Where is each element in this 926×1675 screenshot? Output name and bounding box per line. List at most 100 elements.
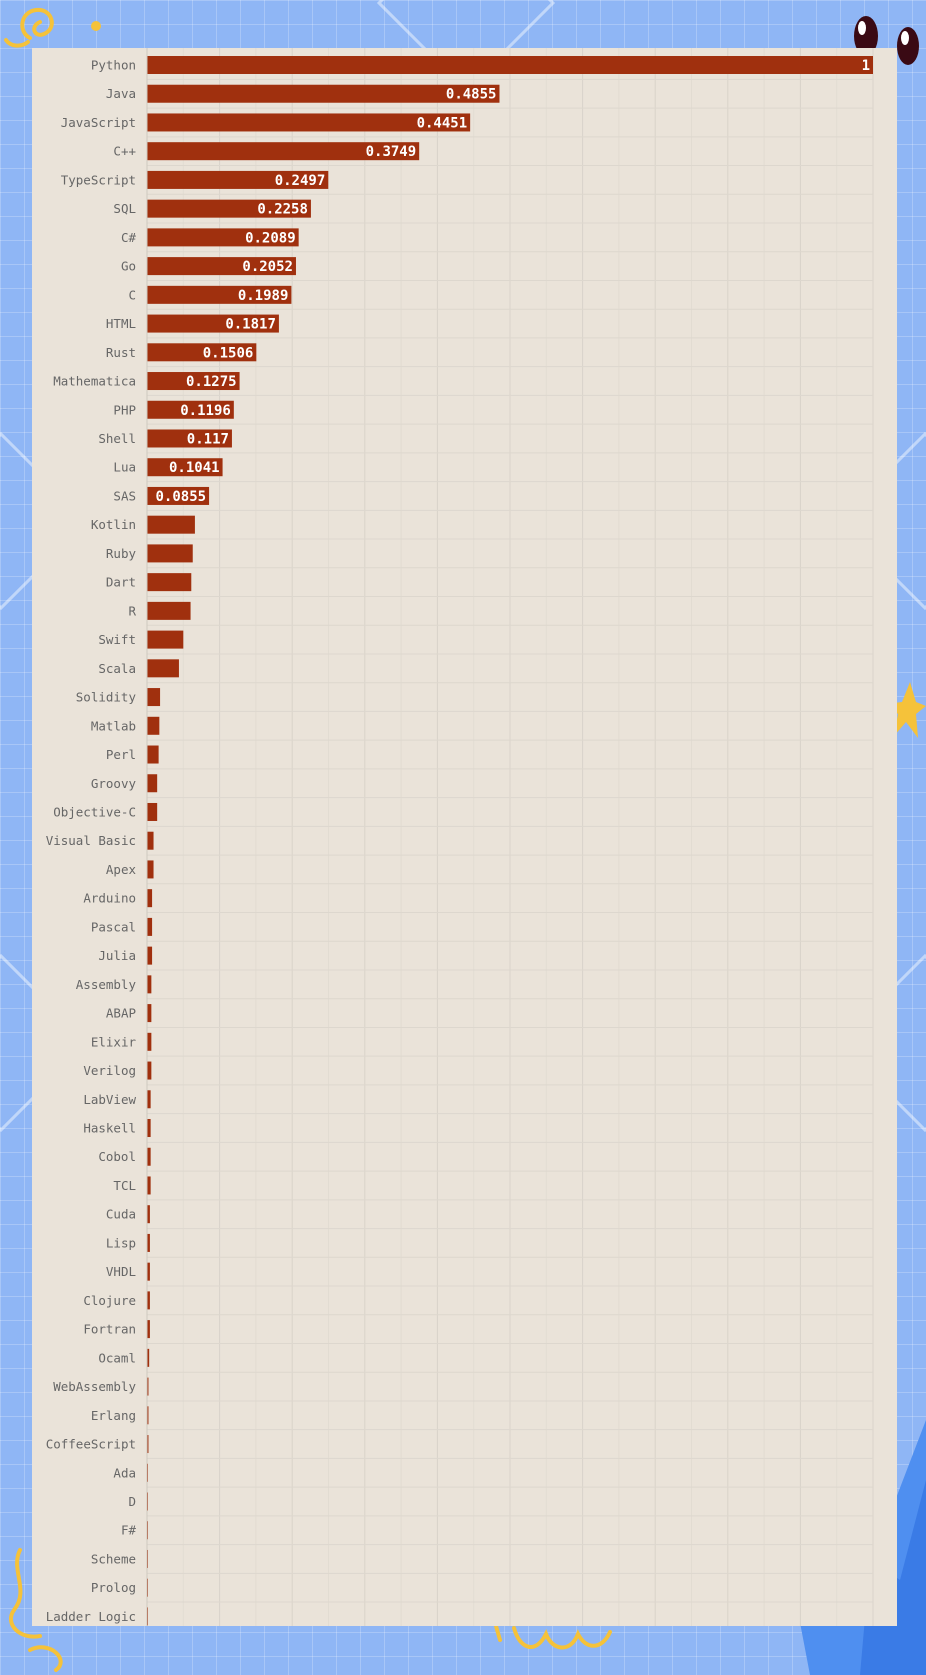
cartoon-eyes-icon xyxy=(854,16,919,65)
bar xyxy=(147,1377,149,1396)
bar xyxy=(147,257,296,276)
category-label: Go xyxy=(121,259,136,274)
category-label: Perl xyxy=(106,747,136,762)
bar xyxy=(147,199,311,218)
bar xyxy=(147,774,158,793)
value-label: 0.2258 xyxy=(257,202,308,218)
bar xyxy=(147,170,329,189)
category-label: Mathematica xyxy=(53,374,136,389)
bar xyxy=(147,1435,149,1454)
bar xyxy=(147,1348,150,1367)
bar xyxy=(147,630,184,649)
value-label: 0.1275 xyxy=(186,374,237,390)
category-label: Apex xyxy=(106,862,137,877)
value-label: 0.1041 xyxy=(169,460,220,476)
category-label: Prolog xyxy=(91,1580,136,1595)
bar xyxy=(147,573,192,592)
bar xyxy=(147,716,160,735)
category-label: Fortran xyxy=(83,1322,136,1337)
value-label: 0.1817 xyxy=(225,317,276,333)
bar xyxy=(147,400,234,419)
bar xyxy=(147,1147,151,1166)
value-label: 0.2497 xyxy=(275,173,326,189)
bar xyxy=(147,56,873,74)
bar xyxy=(147,831,154,850)
bar xyxy=(147,659,179,678)
bar xyxy=(147,544,193,563)
category-label: PHP xyxy=(113,402,136,417)
bar xyxy=(147,429,232,448)
category-label: Pascal xyxy=(91,919,136,934)
bar xyxy=(147,1176,151,1195)
category-label: C xyxy=(128,287,136,302)
category-label: Kotlin xyxy=(91,517,136,532)
bar xyxy=(147,142,420,161)
bar xyxy=(147,688,161,707)
category-label: Arduino xyxy=(83,891,136,906)
bar xyxy=(147,1205,150,1224)
bar xyxy=(147,343,257,362)
bar xyxy=(147,1406,149,1425)
bar xyxy=(147,802,158,821)
category-label: Python xyxy=(91,58,136,73)
bar xyxy=(147,917,153,936)
category-label: Clojure xyxy=(83,1293,136,1308)
star-icon xyxy=(886,682,926,738)
category-label: Cuda xyxy=(106,1207,136,1222)
category-label: Java xyxy=(106,86,136,101)
category-label: JavaScript xyxy=(61,115,136,130)
bar xyxy=(147,314,279,333)
yellow-doodle-icon xyxy=(9,1548,63,1672)
category-label: R xyxy=(128,603,136,618)
category-label: Rust xyxy=(106,345,136,360)
category-label: Ada xyxy=(113,1465,136,1480)
bar xyxy=(147,1320,150,1339)
yellow-scribble-icon xyxy=(494,1624,612,1650)
category-label: Elixir xyxy=(91,1034,137,1049)
bar xyxy=(147,84,500,103)
category-label: Lisp xyxy=(106,1235,136,1250)
bar xyxy=(147,372,240,391)
category-label: Groovy xyxy=(91,776,137,791)
bar xyxy=(147,975,152,994)
category-label: HTML xyxy=(106,316,136,331)
category-label: SAS xyxy=(113,488,136,503)
value-label: 0.4855 xyxy=(446,87,497,103)
category-label: F# xyxy=(121,1523,137,1538)
bar xyxy=(147,1032,152,1051)
category-label: Julia xyxy=(98,948,136,963)
category-label: Haskell xyxy=(83,1121,136,1136)
bar xyxy=(147,228,299,247)
bar xyxy=(147,1291,150,1310)
category-label: Scala xyxy=(98,661,136,676)
category-label: Shell xyxy=(98,431,136,446)
category-label: VHDL xyxy=(106,1264,136,1279)
category-label: Verilog xyxy=(83,1063,136,1078)
category-label: Ocaml xyxy=(98,1350,136,1365)
bar-chart: Python 1 Java 0.4855 JavaScript 0.4451 C++ 0.37… xyxy=(46,48,874,1626)
bar xyxy=(147,1004,152,1023)
category-label: ABAP xyxy=(106,1006,136,1021)
category-label: Scheme xyxy=(91,1551,136,1566)
category-label: Matlab xyxy=(91,718,136,733)
bar xyxy=(147,1233,150,1252)
category-label: SQL xyxy=(113,201,136,216)
value-label: 0.2089 xyxy=(245,230,296,246)
bar xyxy=(147,285,292,304)
category-label: TypeScript xyxy=(61,172,136,187)
bar xyxy=(147,113,471,132)
bar xyxy=(147,1262,150,1281)
category-label: Dart xyxy=(106,575,136,590)
bar xyxy=(147,601,191,620)
bar xyxy=(147,1061,152,1080)
category-label: WebAssembly xyxy=(53,1379,136,1394)
bar xyxy=(147,1119,151,1138)
category-label: Swift xyxy=(98,632,136,647)
value-label: 0.4451 xyxy=(417,115,468,131)
bar xyxy=(147,745,159,764)
category-label: Objective-C xyxy=(53,804,136,819)
bar xyxy=(147,486,210,505)
value-label: 0.0855 xyxy=(155,489,206,505)
category-label: Solidity xyxy=(76,690,137,705)
value-label: 0.2052 xyxy=(242,259,293,275)
